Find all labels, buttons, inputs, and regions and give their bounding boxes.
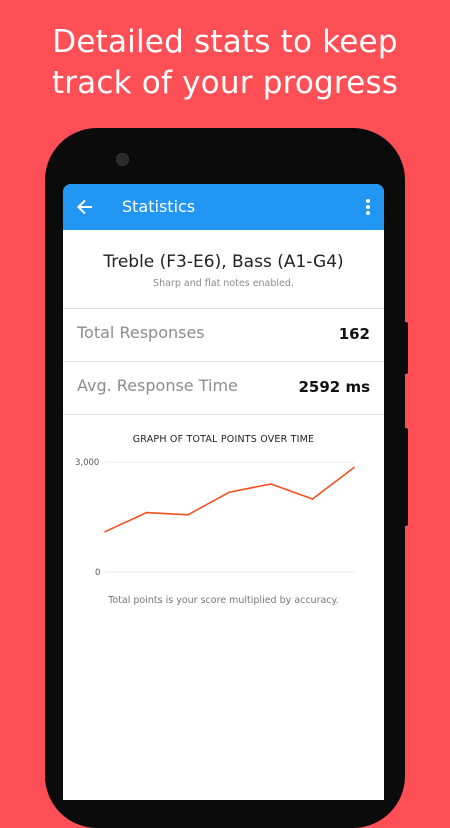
arrow-left-icon[interactable]: [73, 195, 97, 219]
data-point: [353, 466, 355, 469]
page-title: Statistics: [122, 197, 196, 216]
points-line-chart: 3,000 0: [75, 458, 355, 578]
data-point: [228, 491, 231, 493]
stat-row-avg-response-time: Avg. Response Time 2592 ms: [63, 362, 384, 415]
more-vert-icon[interactable]: [364, 197, 372, 217]
graph-caption: Total points is your score multiplied by…: [108, 595, 339, 606]
stat-row-total-responses: Total Responses 162: [63, 309, 384, 362]
phone-volume-button: [402, 428, 408, 526]
graph-title: GRAPH OF TOTAL POINTS OVER TIME: [132, 434, 315, 445]
y-tick-label-max: 3,000: [75, 458, 99, 468]
stat-value: 162: [338, 325, 370, 343]
headline-line-2: track of your progress: [51, 65, 399, 101]
stat-label: Avg. Response Time: [77, 376, 238, 395]
y-tick-label-min: 0: [95, 568, 100, 578]
data-point: [145, 511, 148, 514]
clef-range-title: Treble (F3-E6), Bass (A1-G4): [103, 252, 344, 272]
points-graph-section: GRAPH OF TOTAL POINTS OVER TIME 3,000 0 …: [63, 415, 384, 635]
data-point: [187, 514, 189, 516]
app-screen: Statistics Treble (F3-E6), Bass (A1-G4) …: [63, 184, 384, 800]
phone-side-button: [402, 322, 408, 374]
promo-headline: Detailed stats to keep track of your pro…: [0, 22, 450, 104]
camera-icon: [116, 153, 129, 166]
data-point: [104, 530, 106, 533]
series-line: [104, 466, 355, 533]
stat-value: 2592 ms: [298, 378, 370, 396]
accidentals-note: Sharp and flat notes enabled.: [153, 278, 294, 289]
data-point: [311, 498, 314, 500]
headline-line-1: Detailed stats to keep: [52, 24, 398, 60]
app-bar: Statistics: [63, 184, 384, 230]
settings-summary: Treble (F3-E6), Bass (A1-G4) Sharp and f…: [63, 230, 384, 309]
data-point: [270, 483, 272, 485]
stat-label: Total Responses: [77, 323, 205, 342]
